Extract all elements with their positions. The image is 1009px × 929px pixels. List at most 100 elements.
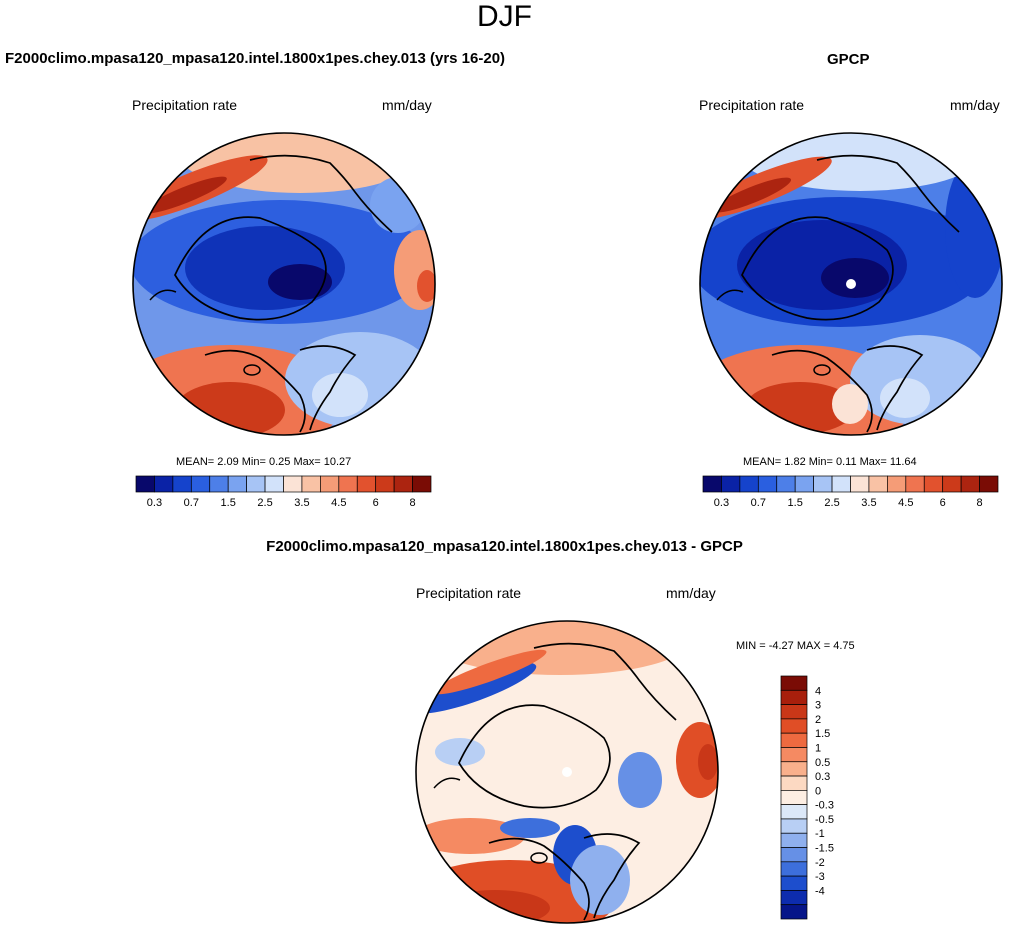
diff-colorbar-swatch bbox=[780, 689, 808, 705]
obs-precip-map bbox=[700, 133, 1002, 435]
obs-mean-value: 1.82 bbox=[784, 456, 806, 468]
obs-colorbar-swatch bbox=[905, 475, 925, 493]
model-colorbar-swatch bbox=[412, 475, 432, 493]
diff-colorbar-tick-label: 4 bbox=[815, 685, 821, 697]
model-colorbar-tick-label: 8 bbox=[410, 497, 416, 509]
model-colorbar-tick-label: 0.3 bbox=[147, 497, 162, 509]
diff-colorbar-tick-label: -4 bbox=[815, 885, 825, 897]
model-colorbar-tick-label: 3.5 bbox=[294, 497, 309, 509]
diff-colorbar-tick-label: 0 bbox=[815, 785, 821, 797]
obs-colorbar-swatch bbox=[739, 475, 759, 493]
model-max-value: 10.27 bbox=[323, 456, 352, 468]
diff-variable-label: Precipitation rate bbox=[416, 585, 522, 601]
model-colorbar-swatch bbox=[338, 475, 358, 493]
diff-units-label: mm/day bbox=[666, 585, 716, 601]
obs-colorbar-swatch bbox=[979, 475, 999, 493]
diff-colorbar-tick-label: -0.3 bbox=[815, 800, 834, 812]
diff-colorbar: 4 3 2 1.5 1 0.5 0.3 0 -0.3 -0.5 -1 -1.5 -2 -3 -4 bbox=[780, 675, 834, 920]
model-map-border bbox=[132, 132, 436, 436]
obs-colorbar-swatch bbox=[757, 475, 778, 493]
diff-colorbar-swatch bbox=[780, 875, 808, 891]
diff-map-border bbox=[415, 620, 719, 924]
diff-colorbar-tick-label: -1.5 bbox=[815, 843, 834, 855]
obs-colorbar-swatch bbox=[850, 475, 870, 493]
obs-colorbar-tick-label: 0.3 bbox=[714, 497, 729, 509]
season-title: DJF bbox=[477, 0, 532, 33]
diff-colorbar-swatch bbox=[780, 761, 808, 777]
model-precip-map bbox=[133, 133, 435, 435]
diff-colorbar-tick-label: 1.5 bbox=[815, 728, 830, 740]
obs-colorbar-swatch bbox=[721, 475, 741, 493]
obs-colorbar-swatch bbox=[831, 475, 851, 493]
diff-panel-title: F2000climo.mpasa120_mpasa120.intel.1800x… bbox=[266, 538, 743, 555]
diff-colorbar-tick-label: 2 bbox=[815, 714, 821, 726]
obs-min-label: Min= bbox=[808, 456, 833, 468]
model-units-label: mm/day bbox=[382, 97, 432, 113]
diff-colorbar-tick-label: 0.3 bbox=[815, 771, 830, 783]
diff-colorbar-swatch bbox=[780, 718, 808, 734]
model-colorbar-tick-label: 1.5 bbox=[221, 497, 236, 509]
model-colorbar-swatch bbox=[190, 475, 211, 493]
obs-mean-label: MEAN= bbox=[743, 456, 782, 468]
obs-colorbar-tick-label: 6 bbox=[940, 497, 946, 509]
obs-colorbar-tick-label: 8 bbox=[977, 497, 983, 509]
obs-colorbar-swatch bbox=[794, 475, 814, 493]
diff-precip-map bbox=[416, 621, 718, 923]
obs-colorbar-swatch bbox=[702, 475, 722, 493]
diff-colorbar-swatch bbox=[780, 832, 808, 848]
model-colorbar-tick-label: 0.7 bbox=[184, 497, 199, 509]
model-colorbar-swatch bbox=[135, 475, 155, 493]
diff-colorbar-swatch bbox=[780, 732, 808, 748]
diff-colorbar-tick-label: -0.5 bbox=[815, 814, 834, 826]
model-min-value: 0.25 bbox=[268, 456, 291, 468]
diff-colorbar-swatch bbox=[780, 904, 808, 920]
model-colorbar-tick-label: 2.5 bbox=[257, 497, 272, 509]
obs-colorbar-swatch bbox=[776, 475, 796, 493]
obs-colorbar-tick-label: 1.5 bbox=[788, 497, 803, 509]
obs-colorbar-tick-label: 2.5 bbox=[824, 497, 839, 509]
model-min-label: Min= bbox=[241, 456, 266, 468]
obs-colorbar-tick-label: 0.7 bbox=[751, 497, 766, 509]
diff-colorbar-swatch bbox=[780, 847, 808, 863]
model-colorbar-swatch bbox=[154, 475, 174, 493]
diff-colorbar-swatch bbox=[780, 861, 808, 877]
obs-colorbar-swatch bbox=[923, 475, 944, 493]
diff-colorbar-swatch bbox=[780, 747, 808, 763]
model-colorbar-swatch bbox=[246, 475, 266, 493]
obs-map-border bbox=[699, 132, 1003, 436]
diff-colorbar-tick-label: 1 bbox=[815, 742, 821, 754]
diff-max-value: 4.75 bbox=[833, 640, 855, 652]
model-colorbar-swatch bbox=[172, 475, 192, 493]
model-colorbar-swatch bbox=[301, 475, 321, 493]
obs-max-value: 11.64 bbox=[889, 456, 917, 468]
obs-colorbar-swatch bbox=[887, 475, 907, 493]
obs-colorbar-swatch bbox=[813, 475, 833, 493]
model-mean-value: 2.09 bbox=[217, 456, 239, 468]
model-colorbar-swatch bbox=[375, 475, 395, 493]
obs-units-label: mm/day bbox=[950, 97, 1000, 113]
obs-colorbar-swatch bbox=[942, 475, 962, 493]
obs-variable-label: Precipitation rate bbox=[699, 97, 805, 113]
diff-min-label: MIN = bbox=[736, 640, 766, 652]
diff-colorbar-swatch bbox=[780, 790, 808, 805]
obs-min-value: 0.11 bbox=[835, 456, 857, 468]
model-colorbar-swatch bbox=[356, 475, 377, 493]
diff-colorbar-swatch bbox=[780, 804, 808, 820]
diff-colorbar-tick-label: -3 bbox=[815, 871, 825, 883]
model-colorbar-swatch bbox=[393, 475, 413, 493]
model-colorbar-swatch bbox=[283, 475, 303, 493]
model-max-label: Max= bbox=[293, 456, 321, 468]
diff-colorbar-tick-label: 3 bbox=[815, 700, 821, 712]
diff-colorbar-tick-label: -1 bbox=[815, 828, 825, 840]
diff-min-value: -4.27 bbox=[768, 640, 794, 652]
model-variable-label: Precipitation rate bbox=[132, 97, 238, 113]
diff-colorbar-swatch bbox=[780, 775, 808, 791]
obs-max-label: Max= bbox=[859, 456, 887, 468]
obs-colorbar-swatch bbox=[868, 475, 888, 493]
model-stats: MEAN= 2.09 Min= 0.25 Max= 10.27 bbox=[176, 456, 351, 468]
diff-max-label: MAX = bbox=[796, 640, 831, 652]
obs-colorbar: 0.3 0.7 1.5 2.5 3.5 4.5 6 8 bbox=[702, 475, 999, 509]
model-panel-title: F2000climo.mpasa120_mpasa120.intel.1800x… bbox=[5, 50, 506, 67]
diff-colorbar-swatch bbox=[780, 675, 808, 691]
